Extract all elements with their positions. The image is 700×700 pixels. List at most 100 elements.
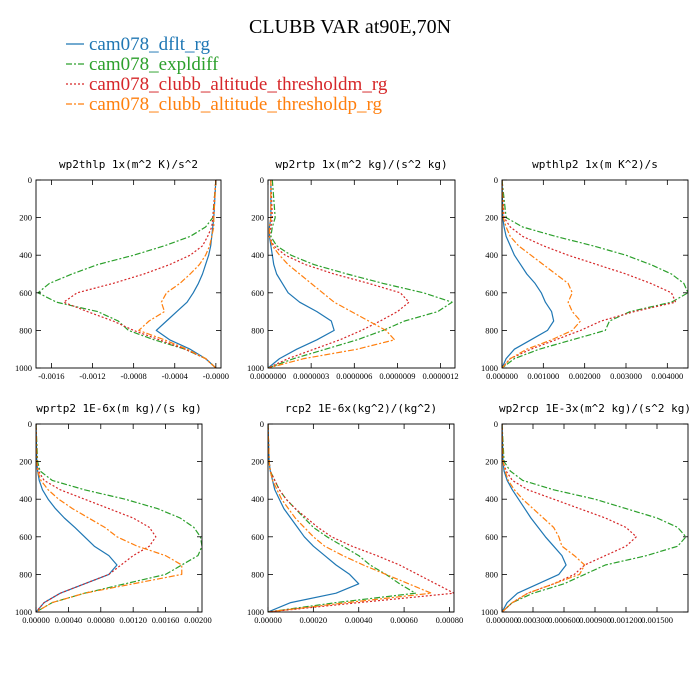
legend-label: cam078_clubb_altitude_thresholdp_rg — [89, 94, 383, 115]
x-tick-label: 0.000900 — [579, 615, 611, 625]
legend: cam078_dflt_rgcam078_expldiffcam078_club… — [66, 34, 388, 115]
y-tick-label: 800 — [19, 569, 32, 579]
series-line-1 — [268, 424, 360, 612]
panel-title: wp2rcp 1E-3x(m^2 kg)/(s^2 kg) — [499, 402, 691, 415]
x-tick-label: 0.000000 — [486, 615, 518, 625]
panel-4: wprtp2 1E-6x(m kg)/(s kg) 0 200 400 600 800 10… — [15, 402, 212, 625]
panel-1: wp2thlp 1x(m^2 K)/s^2 0 200 400 600 800 1000 -0… — [15, 158, 229, 381]
x-tick-label: 0.000600 — [548, 615, 580, 625]
series-line-4 — [502, 180, 582, 368]
y-tick-label: 0 — [260, 175, 264, 185]
series-line-4 — [36, 424, 183, 612]
series-line-2 — [37, 180, 217, 368]
y-tick-label: 800 — [485, 569, 498, 579]
y-tick-label: 400 — [485, 250, 498, 260]
series-line-3 — [36, 424, 157, 612]
y-tick-label: 800 — [19, 325, 32, 335]
panel-3: wpthlp2 1x(m K^2)/s020040060080010000.00… — [481, 158, 689, 381]
y-tick-label: 800 — [251, 569, 264, 579]
series-line-4 — [268, 180, 396, 368]
x-tick-label: 0.00040 — [55, 615, 83, 625]
y-tick-label: 200 — [19, 457, 32, 467]
x-tick-label: 0.00040 — [345, 615, 373, 625]
y-tick-label: 200 — [19, 213, 32, 223]
series-line-3 — [502, 180, 677, 368]
x-tick-label: 0.001200 — [610, 615, 642, 625]
x-tick-label: 0.00000 — [22, 615, 50, 625]
y-tick-label: 800 — [485, 325, 498, 335]
x-tick-label: -0.0008 — [121, 371, 147, 381]
y-tick-label: 600 — [251, 288, 264, 298]
series-line-3 — [268, 180, 410, 368]
x-tick-label: 0.003000 — [610, 371, 642, 381]
series-line-4 — [268, 424, 432, 612]
panel-2: wp2rtp 1x(m^2 kg)/(s^2 kg) 0 200 400 600 800 1… — [247, 158, 459, 381]
plot-frame — [501, 179, 689, 369]
legend-entry: cam078_dflt_rg — [66, 34, 211, 55]
y-tick-label: 800 — [251, 325, 264, 335]
y-tick-label: 1000 — [481, 607, 498, 617]
x-tick-label: 0.00200 — [184, 615, 212, 625]
series-line-2 — [36, 424, 202, 612]
x-tick-label: 0.0000000 — [250, 371, 286, 381]
y-tick-label: 600 — [19, 532, 32, 542]
x-tick-label: -0.0012 — [79, 371, 105, 381]
y-tick-label: 400 — [251, 494, 264, 504]
series-line-3 — [63, 180, 217, 368]
x-tick-label: 0.00000 — [254, 615, 282, 625]
y-tick-label: 1000 — [247, 607, 264, 617]
legend-label: cam078_clubb_altitude_thresholdm_rg — [89, 74, 388, 95]
series-line-3 — [268, 424, 454, 612]
y-tick-label: 600 — [19, 288, 32, 298]
x-tick-label: 0.00060 — [390, 615, 418, 625]
series-line-2 — [502, 424, 687, 612]
y-tick-label: 0 — [260, 419, 264, 429]
plot-frame — [501, 423, 689, 613]
y-tick-label: 1000 — [247, 363, 264, 373]
y-tick-label: 0 — [494, 175, 498, 185]
figure-title: CLUBB VAR at90E,70N — [249, 16, 451, 38]
x-tick-label: 0.00080 — [436, 615, 464, 625]
x-tick-label: 0.0000006 — [336, 371, 372, 381]
x-tick-label: 0.000000 — [486, 371, 518, 381]
y-tick-label: 400 — [251, 250, 264, 260]
panel-6: wp2rcp 1E-3x(m^2 kg)/(s^2 kg)0 200 400 600 8… — [481, 402, 691, 625]
plot-frame — [35, 423, 203, 613]
plot-frame — [267, 423, 455, 613]
x-tick-label: -0.0000 — [203, 371, 229, 381]
legend-entry: cam078_clubb_altitude_thresholdp_rg — [66, 94, 383, 115]
y-tick-label: 400 — [19, 494, 32, 504]
y-tick-label: 600 — [251, 532, 264, 542]
x-tick-label: 0.00160 — [152, 615, 180, 625]
plot-frame — [35, 179, 222, 369]
y-tick-label: 0 — [28, 419, 32, 429]
x-tick-label: 0.0000003 — [293, 371, 329, 381]
y-tick-label: 600 — [485, 532, 498, 542]
series-line-3 — [502, 424, 637, 612]
series-line-1 — [155, 180, 217, 368]
y-tick-label: 600 — [485, 288, 498, 298]
x-tick-label: 0.002000 — [569, 371, 601, 381]
series-line-2 — [268, 180, 453, 368]
series-line-2 — [268, 424, 417, 612]
x-tick-label: 0.000300 — [517, 615, 549, 625]
y-tick-label: 0 — [28, 175, 32, 185]
legend-label: cam078_dflt_rg — [89, 34, 211, 55]
x-tick-label: 0.001500 — [641, 615, 673, 625]
x-tick-label: 0.0000009 — [379, 371, 415, 381]
panel-5: rcp2 1E-6x(kg^2)/(kg^2) 0 200 400 600 800 1000… — [247, 402, 463, 625]
panel-title: wpthlp2 1x(m K^2)/s — [532, 158, 658, 171]
y-tick-label: 400 — [19, 250, 32, 260]
series-line-4 — [138, 180, 217, 368]
plot-frame — [267, 179, 456, 369]
y-tick-label: 200 — [251, 457, 264, 467]
series-line-2 — [502, 180, 688, 368]
y-tick-label: 0 — [494, 419, 498, 429]
y-tick-label: 200 — [251, 213, 264, 223]
series-line-1 — [36, 424, 118, 612]
x-tick-label: 0.00020 — [300, 615, 328, 625]
y-tick-label: 400 — [485, 494, 498, 504]
x-tick-label: 0.0000012 — [423, 371, 459, 381]
x-tick-label: -0.0004 — [162, 371, 189, 381]
